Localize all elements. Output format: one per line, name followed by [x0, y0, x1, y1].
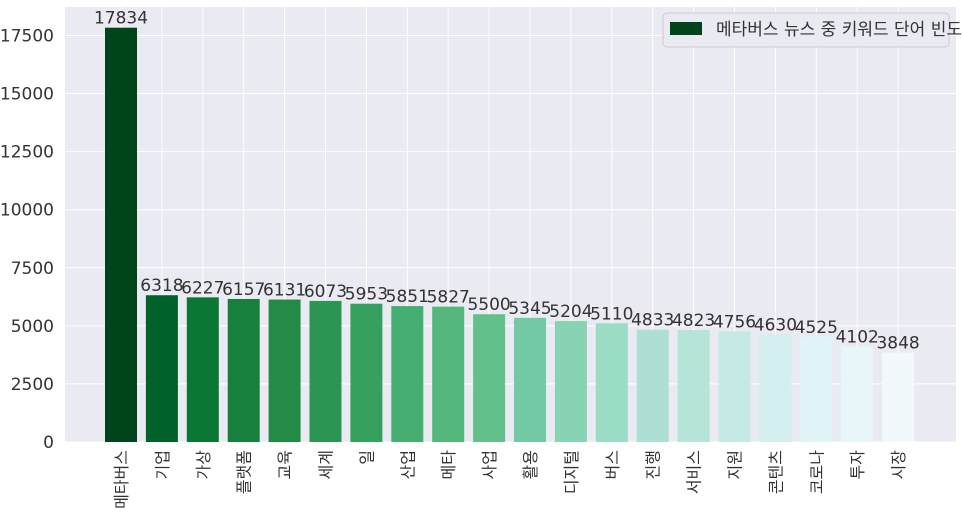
y-tick-label: 15000: [0, 85, 54, 105]
bar-value-label: 5953: [345, 285, 388, 305]
bar: [391, 306, 424, 442]
bar: [473, 314, 506, 442]
x-tick-label: 활용: [521, 450, 540, 479]
bar-value-label: 5851: [386, 287, 429, 307]
x-tick-label: 일: [357, 450, 376, 465]
bar-value-label: 6157: [222, 280, 265, 300]
bar-value-label: 5110: [590, 304, 633, 324]
bar: [268, 299, 301, 442]
bar-value-label: 5827: [427, 288, 470, 308]
bar-value-label: 5204: [549, 302, 592, 322]
x-tick-label: 메타: [439, 450, 458, 480]
bar-value-label: 6318: [140, 276, 183, 296]
bar-value-label: 5500: [467, 295, 510, 315]
bar-value-label: 3848: [876, 334, 919, 354]
bar: [227, 298, 260, 442]
legend-label: 메타버스 뉴스 중 키워드 단어 빈도: [716, 20, 962, 40]
x-tick-label: 메타버스: [112, 450, 131, 509]
x-tick-label: 가상: [194, 450, 213, 480]
x-tick-label: 디지털: [562, 450, 581, 494]
x-tick-label: 사업: [480, 450, 499, 479]
bar-value-label: 4756: [713, 313, 756, 333]
bar: [514, 317, 546, 442]
x-tick-label: 플랫폼: [235, 450, 254, 494]
bar: [841, 346, 874, 442]
bar-value-label: 4833: [631, 311, 674, 331]
bar-value-label: 4630: [754, 315, 797, 335]
x-tick-label: 버스: [603, 450, 622, 479]
x-tick-label: 지원: [726, 450, 745, 479]
bar: [554, 321, 587, 442]
bars: [105, 27, 915, 443]
value-labels: 17834 63186227615761316073595358515827550…: [94, 9, 920, 354]
bar-value-label: 4823: [672, 311, 715, 331]
bar-value-label: 6227: [181, 278, 224, 298]
x-tick-label: 교육: [276, 450, 295, 479]
x-tick-label: 콘텐츠: [766, 450, 785, 494]
y-tick-label: 17500: [0, 26, 54, 46]
bar: [186, 297, 219, 442]
bar: [882, 352, 915, 442]
bar: [677, 329, 710, 442]
x-tick-label: 기업: [153, 450, 172, 479]
x-tick-label: 서비스: [685, 450, 704, 494]
bar: [145, 295, 178, 442]
bar-value-label: 6131: [263, 281, 306, 301]
y-tick-label: 10000: [0, 201, 54, 221]
bar: [595, 323, 628, 442]
x-tick-label: 세계: [317, 450, 336, 479]
y-tick-label: 7500: [11, 259, 54, 279]
y-tick-label: 0: [43, 433, 54, 453]
bar: [800, 336, 833, 442]
bar: [105, 27, 137, 443]
x-tick-label: 투자: [848, 450, 867, 480]
bar-value-label: 17834: [94, 9, 148, 29]
bar: [759, 334, 792, 442]
legend-box: [662, 12, 950, 48]
bar: [432, 306, 465, 442]
x-tick-label: 코로나: [807, 450, 826, 494]
bar: [309, 300, 342, 442]
x-tick-labels: 메타버스 기업 가상 플랫폼 교육 세계 일 산업 메타 사업 활용 디지털 버스 진행 서비스 지원 콘텐츠 코…: [112, 450, 908, 509]
y-tick-label: 2500: [11, 375, 54, 395]
bar: [350, 303, 383, 442]
x-tick-label: 시장: [889, 450, 908, 480]
bar: [718, 331, 751, 442]
bar-value-label: 4102: [836, 328, 879, 348]
bar: [636, 329, 669, 442]
x-tick-label: 산업: [398, 450, 417, 479]
bar-value-label: 6073: [304, 282, 347, 302]
bar-value-label: 5345: [508, 299, 551, 319]
y-tick-label: 5000: [11, 317, 54, 337]
y-tick-label: 12500: [0, 143, 54, 163]
y-tick-labels: 0 2500 5000 7500 10000 12500 15000 17500: [0, 26, 54, 453]
legend-swatch: [670, 22, 702, 35]
legend: 메타버스 뉴스 중 키워드 단어 빈도: [662, 12, 962, 48]
bar-value-label: 4525: [795, 318, 838, 338]
x-tick-label: 진행: [644, 450, 663, 479]
